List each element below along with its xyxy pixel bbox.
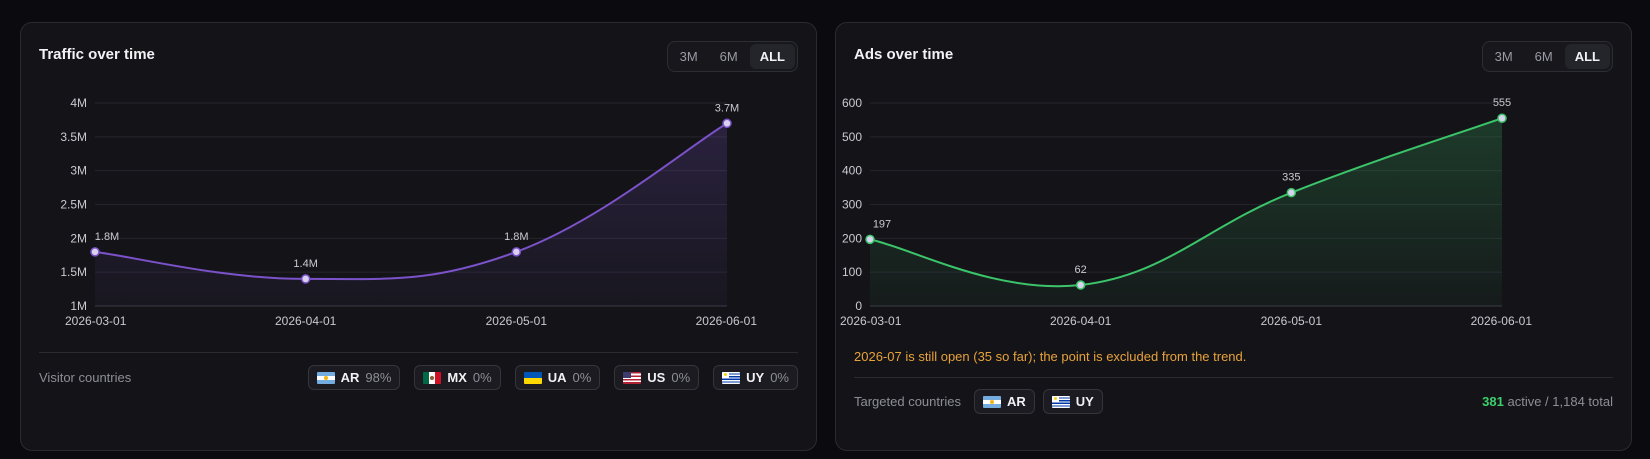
- country-chip-uy: UY 0%: [713, 365, 798, 390]
- traffic-y-tick-label: 4M: [70, 96, 87, 110]
- country-chip-ar: AR 98%: [307, 365, 401, 390]
- mexico-flag-icon: [423, 371, 442, 384]
- ads-data-label: 197: [873, 218, 891, 230]
- targeted-countries-list: AR UY: [974, 389, 1103, 414]
- traffic-chart: 1M 1.5M 2M 2.5M 3M 3.5M 4M 2026-03-01 2026-04-01…: [60, 96, 758, 328]
- ads-data-label: 555: [1493, 97, 1511, 109]
- traffic-data-point: [511, 247, 522, 257]
- traffic-x-tick-label: 2026-03-01: [65, 314, 127, 328]
- ads-y-tick-label: 300: [842, 198, 862, 212]
- ads-area: [870, 118, 1502, 306]
- traffic-data-point: [90, 247, 100, 257]
- traffic-x-tick-label: 2026-05-01: [486, 314, 548, 328]
- traffic-data-label: 3.7M: [715, 102, 739, 114]
- ads-title: Ads over time: [854, 46, 954, 63]
- target-chip-uy: UY: [1042, 389, 1103, 414]
- traffic-area: [95, 123, 727, 306]
- traffic-range-selector: 3M 6M ALL: [666, 41, 798, 72]
- ads-y-tick-label: 600: [842, 96, 862, 110]
- uruguay-flag-icon: [1051, 395, 1070, 408]
- ads-range-6m[interactable]: 6M: [1534, 49, 1553, 64]
- traffic-divider: [39, 352, 798, 353]
- ads-x-tick-label: 2026-03-01: [840, 314, 902, 328]
- ukraine-flag-icon: [523, 371, 542, 384]
- target-chip-ar: AR: [974, 389, 1035, 414]
- ads-data-point: [865, 234, 875, 245]
- traffic-data-point: [300, 274, 311, 284]
- traffic-y-tick-label: 3M: [70, 164, 87, 178]
- ads-chart: 0 100 200 300 400 500 600 2026-03-01 2026-04-01 2…: [840, 96, 1533, 328]
- country-chip-us: US 0%: [614, 365, 700, 390]
- active-count: 381: [1482, 394, 1504, 409]
- traffic-range-all[interactable]: ALL: [749, 44, 795, 69]
- targeted-countries-label: Targeted countries: [854, 394, 961, 409]
- ads-divider: [854, 377, 1613, 378]
- traffic-data-label: 1.8M: [504, 231, 528, 243]
- usa-flag-icon: [623, 371, 642, 384]
- ads-range-all[interactable]: ALL: [1564, 44, 1610, 69]
- ads-x-tick-label: 2026-06-01: [1471, 314, 1533, 328]
- ads-data-label: 335: [1282, 172, 1300, 184]
- ads-data-point: [1075, 280, 1086, 290]
- traffic-y-tick-label: 2M: [70, 231, 87, 245]
- summary-rest: active / 1,184 total: [1503, 394, 1613, 409]
- ads-y-tick-label: 500: [842, 130, 862, 144]
- traffic-card: Traffic over time 3M 6M ALL 1M 1.5M 2M 2.5M…: [20, 22, 817, 451]
- ads-x-tick-label: 2026-05-01: [1261, 314, 1323, 328]
- ads-range-3m[interactable]: 3M: [1494, 49, 1513, 64]
- ads-series-line: [869, 117, 1503, 288]
- traffic-range-3m[interactable]: 3M: [679, 49, 698, 64]
- traffic-data-label: 1.4M: [293, 258, 317, 270]
- ads-range-selector: 3M 6M ALL: [1481, 41, 1613, 72]
- traffic-title: Traffic over time: [39, 46, 155, 63]
- traffic-x-tick-label: 2026-04-01: [275, 314, 337, 328]
- ads-y-tick-label: 0: [855, 299, 862, 313]
- ads-data-point: [1286, 187, 1297, 198]
- ads-y-tick-label: 400: [842, 164, 862, 178]
- traffic-series-line: [94, 122, 728, 281]
- ads-card: Ads over time 3M 6M ALL 0 100 200 300 400 500…: [835, 22, 1632, 451]
- uruguay-flag-icon: [722, 371, 741, 384]
- ads-summary: 381 active / 1,184 total: [1482, 394, 1613, 409]
- traffic-x-tick-label: 2026-06-01: [696, 314, 758, 328]
- country-chip-mx: MX 0%: [414, 365, 501, 390]
- traffic-data-point: [722, 118, 732, 129]
- traffic-y-tick-label: 1M: [70, 299, 87, 313]
- argentina-flag-icon: [983, 395, 1001, 408]
- traffic-data-label: 1.8M: [95, 231, 119, 243]
- traffic-y-tick-label: 2.5M: [60, 198, 87, 212]
- country-chip-ua: UA 0%: [514, 365, 601, 390]
- traffic-y-tick-label: 3.5M: [60, 130, 87, 144]
- ads-y-tick-label: 200: [842, 231, 862, 245]
- ads-data-point: [1497, 113, 1507, 123]
- traffic-range-6m[interactable]: 6M: [719, 49, 738, 64]
- ads-y-tick-label: 100: [842, 265, 862, 279]
- ads-x-tick-label: 2026-04-01: [1050, 314, 1112, 328]
- visitor-countries-label: Visitor countries: [39, 370, 132, 385]
- ads-data-label: 62: [1075, 264, 1087, 276]
- visitor-countries-list: AR 98% MX 0% UA 0% US 0% UY 0%: [307, 365, 798, 390]
- argentina-flag-icon: [316, 371, 335, 384]
- traffic-y-tick-label: 1.5M: [60, 265, 87, 279]
- open-month-note: 2026-07 is still open (35 so far); the p…: [854, 349, 1247, 364]
